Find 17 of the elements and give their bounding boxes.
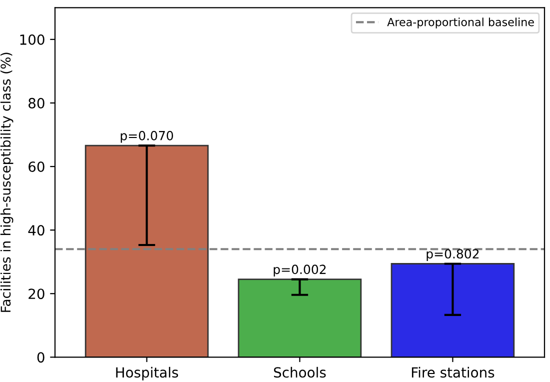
y-tick-label: 60 <box>28 161 44 172</box>
annotation: p=0.002 <box>274 264 326 277</box>
bar <box>390 263 515 358</box>
x-tick-label: Fire stations <box>412 366 494 378</box>
y-tick-label: 40 <box>28 225 44 236</box>
legend-label: Area-proportional baseline <box>387 18 534 28</box>
x-tick-label: Schools <box>274 366 326 378</box>
y-axis-title: Facilities in high-susceptibility class (%) <box>0 52 14 312</box>
bar <box>238 278 362 358</box>
y-tick-label: 80 <box>28 98 44 108</box>
annotation: p=0.802 <box>426 249 479 261</box>
y-tick-label: 20 <box>28 288 44 300</box>
bar <box>84 144 209 358</box>
y-tick-label: 0 <box>37 352 44 363</box>
x-tick-label: Hospitals <box>116 366 178 380</box>
annotation: p=0.070 <box>120 130 174 143</box>
y-tick-label: 100 <box>20 34 44 45</box>
